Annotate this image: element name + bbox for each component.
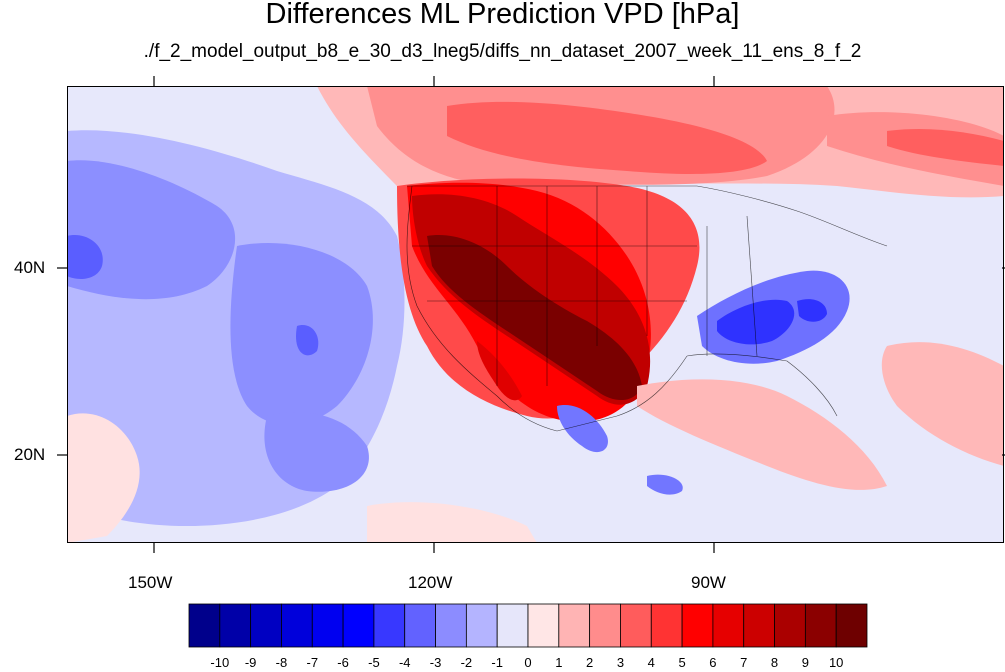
colorbar-label: 10 bbox=[828, 655, 844, 670]
south-pacific-positive bbox=[67, 413, 537, 543]
colorbar-box bbox=[743, 603, 775, 648]
colorbar-label: -2 bbox=[460, 655, 473, 670]
colorbar-label: 1 bbox=[555, 655, 563, 670]
colorbar-box bbox=[188, 603, 221, 648]
colorbar-label: 0 bbox=[524, 655, 532, 670]
colorbar-label: -1 bbox=[491, 655, 503, 670]
colorbar-label: -7 bbox=[306, 655, 319, 670]
colorbar-box bbox=[465, 603, 498, 648]
colorbar-box bbox=[435, 603, 467, 648]
colorbar-label: -4 bbox=[398, 655, 411, 670]
state-borders bbox=[406, 185, 888, 432]
pacific-strong-anomaly bbox=[67, 235, 319, 356]
xtick-label: 120W bbox=[408, 573, 453, 592]
colorbar-box bbox=[620, 603, 652, 648]
colorbar-label: -6 bbox=[337, 655, 349, 670]
plot-subtitle: ./f_2_model_output_b8_e_30_d3_lneg5/diff… bbox=[143, 41, 862, 62]
colorbar-box bbox=[650, 603, 683, 648]
colorbar-label: -8 bbox=[275, 655, 288, 670]
vpd-difference-map bbox=[67, 86, 1004, 543]
pacific-mid-anomaly bbox=[67, 160, 373, 492]
xtick-label: 90W bbox=[691, 573, 726, 592]
colorbar-label: 5 bbox=[678, 655, 686, 670]
colorbar-box bbox=[219, 603, 252, 648]
colorbar-box bbox=[404, 603, 436, 648]
colorbar-label: -5 bbox=[368, 655, 380, 670]
plot-title: Differences ML Prediction VPD [hPa] bbox=[265, 0, 740, 30]
colorbar bbox=[188, 603, 868, 648]
colorbar-box bbox=[558, 603, 591, 648]
colorbar-label: 2 bbox=[586, 655, 594, 670]
colorbar-label: 6 bbox=[709, 655, 717, 670]
colorbar-box bbox=[342, 603, 375, 648]
colorbar-label: -3 bbox=[429, 655, 442, 670]
ytick-label: 20N bbox=[14, 445, 46, 464]
southeast-strong-negative bbox=[717, 299, 827, 345]
colorbar-box bbox=[281, 603, 313, 648]
colorbar-box bbox=[681, 603, 714, 648]
colorbar-box bbox=[311, 603, 344, 648]
colorbar-box bbox=[589, 603, 621, 648]
xtick-label: 150W bbox=[128, 573, 173, 592]
colorbar-box bbox=[712, 603, 745, 648]
colorbar-box bbox=[774, 603, 806, 648]
colorbar-box bbox=[835, 603, 868, 648]
colorbar-box bbox=[804, 603, 837, 648]
us-extreme-anomaly bbox=[427, 235, 642, 401]
colorbar-label: 8 bbox=[770, 655, 779, 670]
colorbar-label: 7 bbox=[740, 655, 748, 670]
colorbar-box bbox=[496, 603, 529, 648]
colorbar-box bbox=[373, 603, 406, 648]
ytick-label: 40N bbox=[14, 258, 46, 277]
colorbar-label: -9 bbox=[244, 655, 257, 670]
canada-strong-band bbox=[447, 101, 1004, 174]
baja-positive bbox=[477, 341, 522, 401]
colorbar-label: 9 bbox=[801, 655, 809, 670]
colorbar-label: 3 bbox=[616, 655, 625, 670]
colorbar-label: 4 bbox=[647, 655, 655, 670]
colorbar-box bbox=[527, 603, 560, 648]
mexico-negative bbox=[557, 405, 683, 495]
gulf-positive bbox=[637, 342, 1004, 490]
colorbar-box bbox=[250, 603, 282, 648]
colorbar-label: -10 bbox=[210, 655, 230, 670]
